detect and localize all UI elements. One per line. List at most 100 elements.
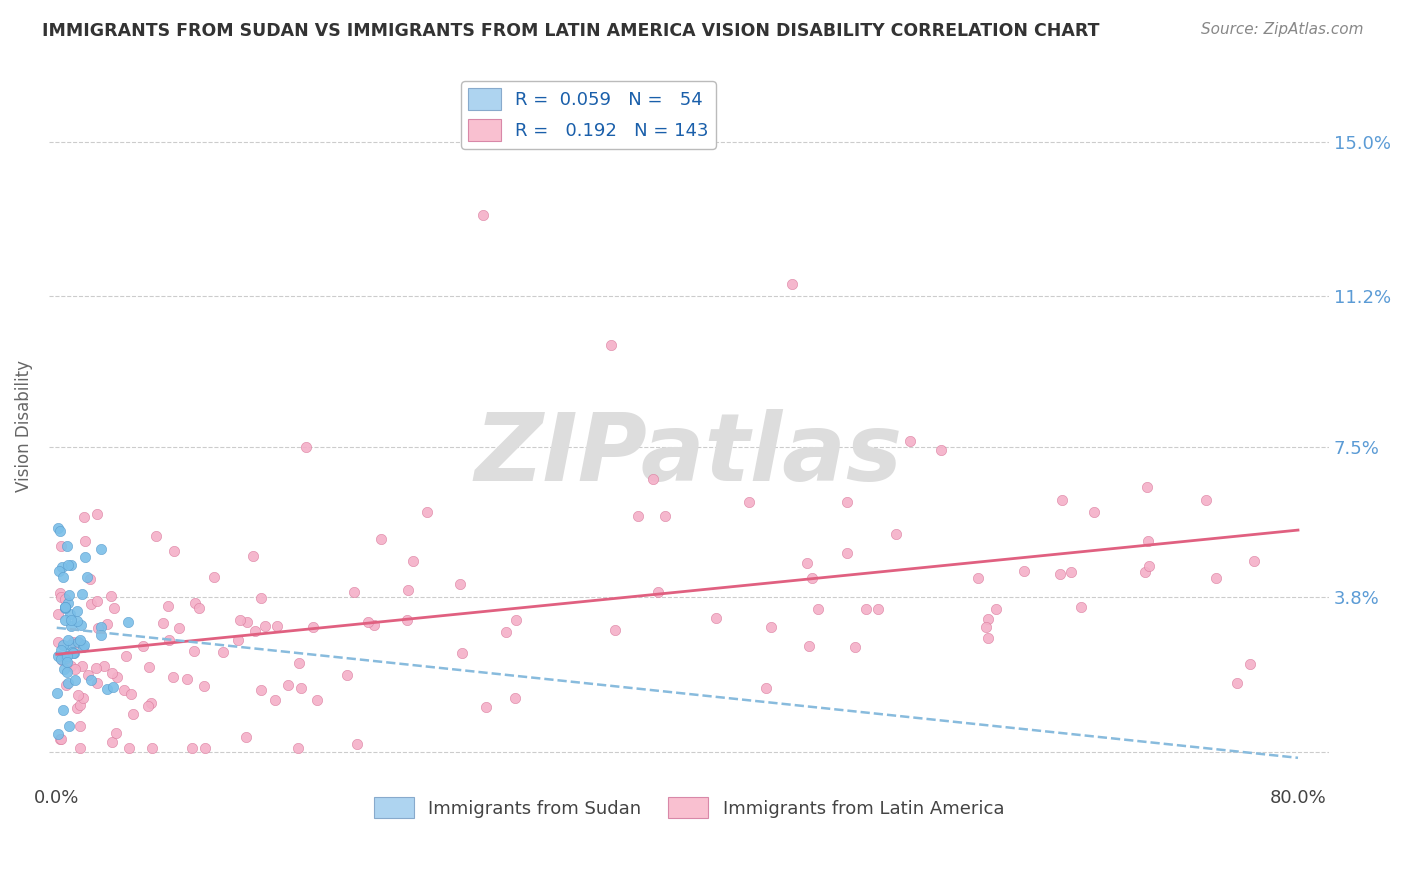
Point xyxy=(66,614,89,628)
Point xyxy=(73,509,96,524)
Point xyxy=(48,586,70,600)
Point xyxy=(202,570,225,584)
Point xyxy=(79,673,101,687)
Point xyxy=(52,570,75,584)
Point xyxy=(46,649,69,664)
Text: Source: ZipAtlas.com: Source: ZipAtlas.com xyxy=(1201,22,1364,37)
Point xyxy=(72,691,94,706)
Point xyxy=(866,602,889,616)
Point xyxy=(1137,533,1160,548)
Point xyxy=(627,508,650,523)
Point xyxy=(53,600,76,615)
Point xyxy=(974,619,997,633)
Point xyxy=(145,528,167,542)
Point xyxy=(46,727,69,741)
Point xyxy=(243,624,266,639)
Point xyxy=(807,602,830,616)
Point xyxy=(53,592,76,607)
Point xyxy=(193,679,215,693)
Point xyxy=(51,590,73,604)
Point xyxy=(1195,492,1218,507)
Point xyxy=(799,640,821,654)
Point xyxy=(1083,505,1105,519)
Point xyxy=(977,631,1000,645)
Point xyxy=(250,591,273,605)
Point xyxy=(416,505,439,519)
Point xyxy=(55,650,77,665)
Point xyxy=(986,602,1008,616)
Point xyxy=(1243,554,1265,568)
Point xyxy=(101,681,124,695)
Point xyxy=(835,495,858,509)
Point xyxy=(1239,657,1261,671)
Point xyxy=(96,682,118,697)
Point xyxy=(236,615,259,629)
Point xyxy=(229,613,252,627)
Point xyxy=(844,640,866,654)
Point xyxy=(156,599,179,613)
Point xyxy=(90,620,112,634)
Point xyxy=(90,542,112,557)
Point xyxy=(181,740,204,755)
Point xyxy=(59,659,82,673)
Point xyxy=(60,619,83,633)
Point xyxy=(929,443,952,458)
Point xyxy=(112,683,135,698)
Point xyxy=(72,640,94,654)
Point xyxy=(90,628,112,642)
Point xyxy=(52,638,75,652)
Point xyxy=(967,571,990,585)
Point xyxy=(53,613,76,627)
Point xyxy=(73,639,96,653)
Point xyxy=(62,635,84,649)
Point xyxy=(184,597,207,611)
Point xyxy=(66,701,89,715)
Point xyxy=(55,665,77,680)
Point xyxy=(471,208,494,222)
Point xyxy=(48,732,70,747)
Point xyxy=(505,691,527,706)
Text: IMMIGRANTS FROM SUDAN VS IMMIGRANTS FROM LATIN AMERICA VISION DISABILITY CORRELA: IMMIGRANTS FROM SUDAN VS IMMIGRANTS FROM… xyxy=(42,22,1099,40)
Point xyxy=(59,558,82,573)
Point xyxy=(1050,492,1073,507)
Point xyxy=(132,639,155,653)
Point xyxy=(475,700,498,714)
Point xyxy=(49,524,72,538)
Point xyxy=(167,621,190,635)
Point xyxy=(46,686,69,700)
Point xyxy=(86,593,108,607)
Point xyxy=(605,623,627,637)
Point xyxy=(59,638,82,652)
Point xyxy=(59,607,82,622)
Y-axis label: Vision Disability: Vision Disability xyxy=(15,360,32,492)
Point xyxy=(266,618,288,632)
Point xyxy=(56,539,79,553)
Point xyxy=(704,611,727,625)
Point xyxy=(49,643,72,657)
Point xyxy=(86,675,108,690)
Point xyxy=(288,656,311,670)
Point xyxy=(162,670,184,684)
Point xyxy=(800,571,823,585)
Point xyxy=(837,546,859,560)
Point xyxy=(59,614,82,628)
Point xyxy=(188,600,211,615)
Point xyxy=(250,682,273,697)
Point xyxy=(738,495,761,509)
Point xyxy=(65,673,87,687)
Point xyxy=(641,472,664,486)
Point xyxy=(264,693,287,707)
Point xyxy=(290,681,312,695)
Point xyxy=(63,646,86,660)
Point xyxy=(46,521,69,535)
Point xyxy=(1205,571,1227,585)
Point xyxy=(754,681,776,695)
Point xyxy=(58,596,80,610)
Point xyxy=(101,665,124,680)
Point xyxy=(1133,565,1156,579)
Point xyxy=(343,584,366,599)
Point xyxy=(505,613,527,627)
Point xyxy=(305,693,328,707)
Point xyxy=(69,719,91,733)
Point xyxy=(370,532,392,546)
